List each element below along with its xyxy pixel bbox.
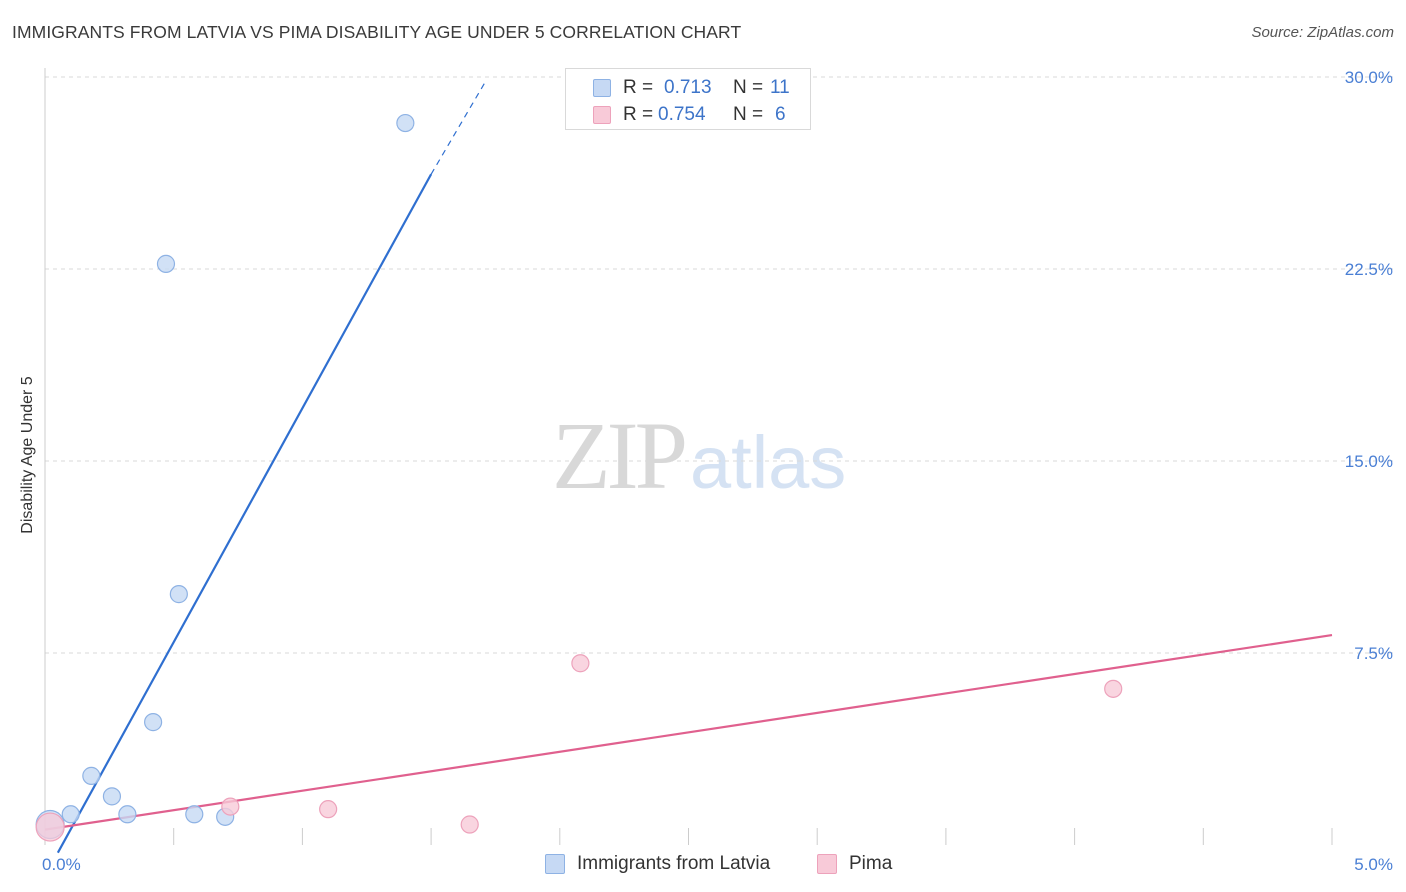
tick-label-layer: 7.5% 15.0% 22.5% 30.0% 0.0% 5.0% — [42, 68, 1393, 874]
stats-box: R = 0.713 N = 11 R = 0.754 N = 6 — [565, 68, 811, 130]
trendline-latvia — [56, 173, 433, 854]
point-pima-1 — [221, 797, 240, 816]
legend-swatch-latvia — [545, 854, 565, 874]
y-tick-label-1: 15.0% — [1345, 452, 1393, 471]
axis-layer — [44, 68, 1333, 845]
stats-swatch-latvia — [593, 79, 611, 97]
stats-r-value-latvia: 0.713 — [664, 77, 712, 98]
point-latvia-10 — [396, 113, 415, 133]
stats-n-value-latvia: 11 — [770, 77, 790, 98]
x-tick-label-0: 0.0% — [42, 855, 81, 874]
stats-r-label-latvia: R = — [623, 77, 654, 98]
stats-r-value-pima: 0.754 — [658, 104, 706, 125]
stats-n-value-pima: 6 — [775, 104, 786, 125]
source-label: Source: ZipAtlas.com — [1251, 24, 1394, 41]
point-latvia-6 — [156, 254, 176, 273]
point-latvia-7 — [169, 585, 188, 604]
point-latvia-3 — [102, 787, 122, 806]
point-pima-3 — [460, 815, 479, 834]
point-layer — [35, 113, 1123, 842]
x-tick-label-1: 5.0% — [1354, 855, 1393, 874]
point-latvia-1 — [61, 805, 80, 824]
point-pima-0 — [35, 812, 65, 842]
grid-layer — [45, 76, 1395, 654]
trendline-pima — [44, 633, 1333, 831]
trendline-layer — [44, 81, 1333, 854]
stats-row-latvia: R = 0.713 N = 11 — [566, 75, 810, 101]
trendline-extension-latvia — [430, 81, 486, 175]
stats-n-label-latvia: N = — [733, 77, 764, 98]
point-latvia-2 — [82, 766, 101, 785]
y-tick-label-0: 7.5% — [1354, 644, 1393, 663]
y-tick-label-3: 30.0% — [1345, 68, 1393, 87]
point-latvia-4 — [118, 805, 137, 824]
legend: Immigrants from Latvia Pima — [0, 850, 1406, 880]
legend-swatch-pima — [817, 854, 837, 874]
stats-row-pima: R = 0.754 N = 6 — [566, 102, 810, 128]
legend-label-pima: Pima — [849, 853, 893, 874]
chart-title: IMMIGRANTS FROM LATVIA VS PIMA DISABILIT… — [12, 22, 742, 42]
point-pima-5 — [1104, 679, 1123, 698]
point-latvia-8 — [185, 805, 204, 824]
stats-r-label-pima: R = — [623, 104, 654, 125]
point-latvia-5 — [144, 713, 163, 732]
point-pima-4 — [571, 654, 590, 673]
y-tick-label-2: 22.5% — [1345, 260, 1393, 279]
point-pima-2 — [319, 800, 338, 819]
stats-swatch-pima — [593, 106, 611, 124]
stats-n-label-pima: N = — [733, 104, 764, 125]
legend-label-latvia: Immigrants from Latvia — [577, 853, 771, 874]
